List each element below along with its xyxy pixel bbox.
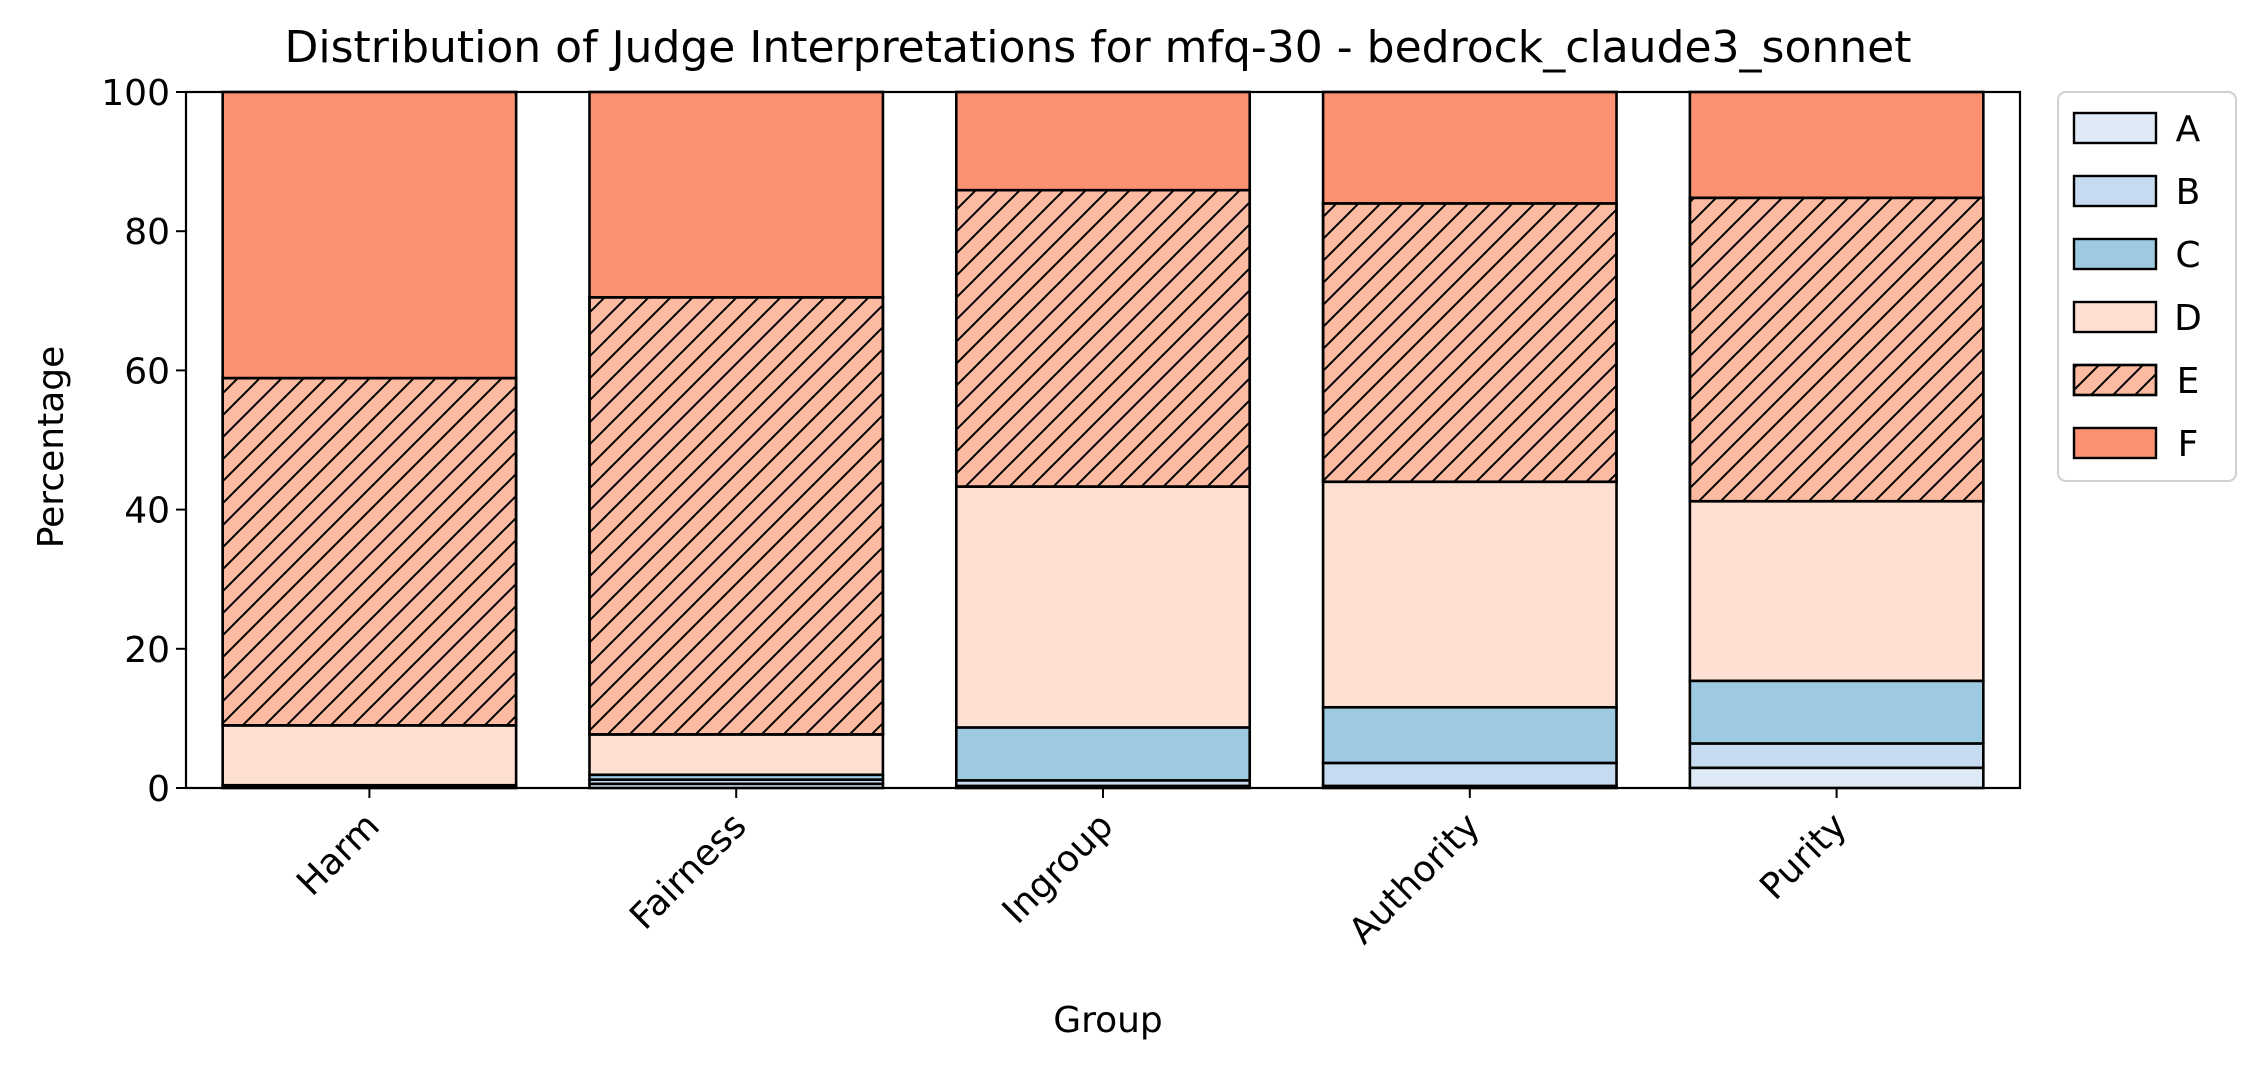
y-tick-label: 0 bbox=[147, 769, 170, 810]
y-axis-label: Percentage bbox=[31, 346, 72, 549]
legend-swatch-f bbox=[2072, 426, 2158, 460]
y-tick-label: 80 bbox=[124, 212, 170, 253]
bar-purity-b bbox=[1688, 742, 1985, 770]
bar-authority-c bbox=[1321, 705, 1618, 765]
legend-swatch-hatch-e bbox=[2072, 363, 2158, 397]
legend-label-e: E bbox=[2177, 361, 2200, 402]
legend-label-c: C bbox=[2175, 235, 2200, 276]
bar-authority-b bbox=[1321, 761, 1618, 788]
legend-label-f: F bbox=[2178, 424, 2199, 465]
bar-hatch-authority-e bbox=[1321, 202, 1618, 484]
bar-purity-a bbox=[1688, 766, 1985, 790]
bar-harm-f bbox=[221, 90, 518, 380]
x-tick-label: Fairness bbox=[622, 805, 754, 937]
bar-hatch-harm-e bbox=[221, 376, 518, 727]
bar-ingroup-c bbox=[954, 726, 1252, 782]
bar-ingroup-d bbox=[954, 485, 1252, 729]
x-axis-label: Group bbox=[1053, 1000, 1163, 1041]
legend-label-b: B bbox=[2176, 172, 2201, 213]
y-tick-label: 60 bbox=[124, 351, 170, 392]
bars-group bbox=[221, 90, 1985, 790]
legend-label-d: D bbox=[2174, 298, 2202, 339]
y-tick-label: 40 bbox=[124, 491, 170, 532]
bar-hatch-purity-e bbox=[1688, 196, 1985, 503]
legend-swatch-a bbox=[2072, 111, 2158, 145]
x-tick-label: Harm bbox=[289, 805, 388, 904]
bar-hatch-fairness-e bbox=[588, 296, 885, 736]
legend-frame bbox=[2057, 91, 2237, 482]
x-tick-label: Ingroup bbox=[995, 805, 1122, 932]
x-tick-label: Authority bbox=[1341, 805, 1488, 952]
bar-authority-d bbox=[1321, 480, 1618, 709]
y-tick-label: 20 bbox=[124, 630, 170, 671]
bar-ingroup-f bbox=[954, 90, 1252, 192]
legend-swatch-c bbox=[2072, 237, 2158, 271]
legend-swatch-d bbox=[2072, 300, 2158, 334]
legend-swatch-b bbox=[2072, 174, 2158, 208]
legend-label-a: A bbox=[2176, 109, 2201, 150]
bar-authority-f bbox=[1321, 90, 1618, 205]
bar-fairness-d bbox=[588, 733, 885, 777]
chart-title: Distribution of Judge Interpretations fo… bbox=[285, 22, 1912, 73]
bar-purity-c bbox=[1688, 679, 1985, 745]
bar-purity-f bbox=[1688, 90, 1985, 200]
bar-purity-d bbox=[1688, 499, 1985, 683]
bar-hatch-ingroup-e bbox=[954, 188, 1252, 488]
x-tick-label: Purity bbox=[1752, 805, 1855, 908]
bar-harm-d bbox=[221, 724, 518, 787]
bar-fairness-f bbox=[588, 90, 885, 299]
y-tick-label: 100 bbox=[101, 73, 170, 114]
